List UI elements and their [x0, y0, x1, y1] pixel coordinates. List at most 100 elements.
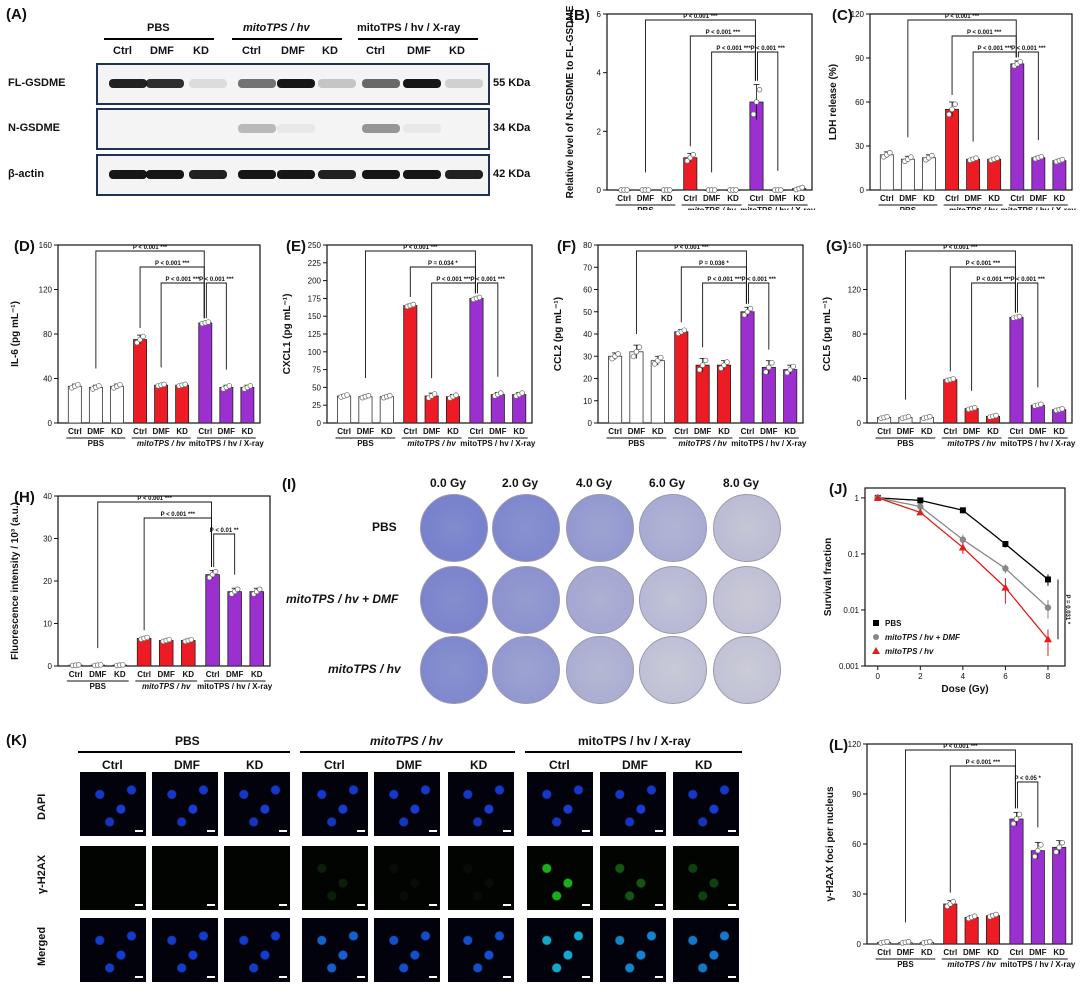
data-point	[431, 391, 438, 397]
data-point	[188, 636, 195, 643]
molecular-weight-label: 55 KDa	[493, 77, 531, 89]
x-tick-label: KD	[242, 427, 254, 436]
x-tick-label: KD	[793, 194, 805, 203]
blot-band	[277, 170, 315, 179]
significance-bracket	[904, 749, 1016, 923]
scale-bar	[135, 976, 143, 978]
y-tick-label: 80	[852, 330, 861, 339]
y-tick-label: 30	[855, 142, 864, 151]
micro-group-xray: mitoTPS / hv / X-ray	[578, 734, 691, 748]
bar	[175, 384, 190, 424]
bar	[966, 158, 981, 191]
x-tick-label: DMF	[357, 427, 374, 436]
significance-bracket	[711, 51, 756, 173]
significance-label: P < 0.05 *	[1014, 776, 1041, 782]
y-tick-label: 40	[43, 375, 52, 384]
treatment-row-label: mitoTPS / hv + DMF	[286, 592, 399, 606]
y-tick-label: 0	[857, 419, 862, 428]
group-label: PBS	[90, 682, 107, 691]
group-label: mitoTPS / hv	[687, 206, 736, 210]
legend-marker	[873, 620, 879, 626]
data-point	[498, 390, 504, 396]
x-tick-label: Ctrl	[137, 670, 151, 679]
data-point	[1016, 313, 1023, 320]
significance-bracket	[702, 282, 747, 348]
chart-g: (G) 0 40 80 120 160 CCL5 (pg mL⁻¹) Ctrl DMF KD Ctr…	[822, 238, 1076, 448]
x-tick-label: KD	[114, 670, 126, 679]
data-point	[766, 364, 772, 371]
x-tick-label: DMF	[158, 670, 175, 679]
blot-band	[109, 170, 147, 179]
significance-label: P < 0.001 ***	[403, 245, 438, 251]
bar	[921, 157, 936, 191]
bar	[158, 640, 174, 667]
x-tick-label: KD	[447, 427, 459, 436]
y-tick-label: 120	[848, 286, 862, 295]
micrograph-tile	[302, 772, 368, 836]
colony-dish	[492, 636, 560, 704]
micro-group-pbs: PBS	[175, 734, 200, 748]
scale-bar	[135, 904, 143, 906]
data-point	[96, 383, 102, 389]
bar	[109, 385, 124, 424]
x-tick-label: KD	[923, 194, 935, 203]
x-tick-label: KD	[381, 427, 393, 436]
micro-column-label: KD	[470, 758, 488, 772]
dose-label: 6.0 Gy	[649, 476, 686, 490]
data-point	[140, 333, 146, 340]
x-tick-label: Ctrl	[750, 194, 764, 203]
bar	[1030, 850, 1045, 945]
bar	[695, 364, 710, 424]
legend-marker	[872, 647, 880, 654]
treatment-row-label: PBS	[372, 520, 397, 534]
data-point	[645, 187, 652, 193]
scale-bar	[207, 830, 215, 832]
micrograph-tile	[448, 772, 514, 836]
bar	[1052, 846, 1067, 945]
panel-label: (F)	[557, 238, 576, 255]
y-tick-label: 30	[852, 890, 861, 899]
data-point	[994, 155, 1000, 161]
blot-row-label: N-GSDME	[8, 122, 60, 134]
chart-l: (L) 0 30 60 90 120 γ-H2AX foci per nucleus Ctrl…	[825, 737, 1076, 969]
data-point	[257, 586, 263, 592]
x-tick-label: KD	[251, 670, 263, 679]
panel-a: (A) PBS mitoTPS / hv mitoTPS / hv / X-ra…	[0, 0, 550, 200]
significance-label: P < 0.001 ***	[683, 14, 718, 20]
group-label: mitoTPS / hv / X-ray	[1001, 206, 1077, 210]
micrograph-tile	[152, 918, 218, 982]
bar	[512, 394, 527, 424]
plot-frame	[864, 487, 1066, 667]
blot-membrane	[96, 154, 490, 196]
data-point	[410, 301, 417, 308]
significance-label: P < 0.001 ***	[977, 46, 1012, 52]
colony-dish	[713, 494, 781, 562]
molecular-weight-label: 34 KDa	[493, 122, 531, 134]
data-point	[950, 898, 957, 905]
colony-dish	[420, 494, 488, 562]
y-tick-label: 0	[48, 419, 53, 428]
data-point	[884, 413, 890, 420]
blot-band	[318, 79, 356, 88]
x-tick-label: KD	[1053, 948, 1065, 957]
data-point	[699, 362, 706, 368]
x-tick-label: 8	[1046, 672, 1051, 681]
x-tick-label: Ctrl	[943, 427, 957, 436]
data-point	[633, 349, 640, 355]
significance-bracket	[409, 266, 476, 297]
bar	[240, 386, 255, 424]
micrograph-tile	[600, 846, 666, 910]
significance-bracket	[95, 250, 205, 369]
blot-band	[238, 124, 276, 133]
blot-band	[146, 170, 184, 179]
bar	[337, 395, 352, 424]
colony-dish	[566, 566, 634, 634]
group-label: mitoTPS / hv	[142, 682, 191, 691]
x-tick-label: Ctrl	[877, 948, 891, 957]
significance-label: P < 0.001 ***	[706, 30, 741, 36]
y-axis-label: γ-H2AX foci per nucleus	[825, 786, 836, 901]
bar	[1052, 160, 1067, 191]
y-tick-label: 150	[308, 312, 322, 321]
bar	[205, 574, 220, 667]
x-tick-label: 4	[961, 672, 966, 681]
